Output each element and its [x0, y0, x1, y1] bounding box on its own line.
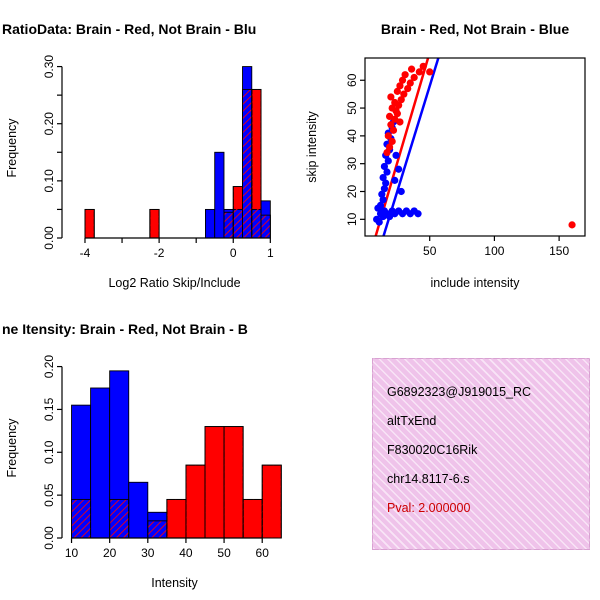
gene-intensity-histogram-chart: 10 20 30 40 50 60 0.00 0.05 0.10 0.15 0.20 ne Itens…	[2, 321, 282, 590]
svg-text:40: 40	[179, 546, 193, 560]
panel-gene-info: G6892323@J919015_RC altTxEnd F830020C16R…	[300, 300, 600, 600]
svg-text:0.15: 0.15	[42, 397, 56, 421]
svg-text:40: 40	[345, 129, 359, 143]
svg-text:20: 20	[103, 546, 117, 560]
svg-text:Brain - Red, Not Brain - Blue: Brain - Red, Not Brain - Blue	[381, 21, 569, 37]
svg-text:1: 1	[267, 246, 274, 260]
gene-symbol-text: F830020C16Rik	[387, 443, 478, 457]
svg-text:Frequency: Frequency	[5, 118, 19, 178]
svg-text:0.20: 0.20	[42, 355, 56, 379]
svg-text:50: 50	[217, 546, 231, 560]
svg-text:30: 30	[141, 546, 155, 560]
svg-text:100: 100	[484, 244, 504, 258]
panel-gene-intensity-histogram: 10 20 30 40 50 60 0.00 0.05 0.10 0.15 0.20 ne Itens…	[0, 300, 300, 600]
svg-text:50: 50	[423, 244, 437, 258]
intensity-scatter-chart: 50 100 150 10 20 30 40 50 60 Brain - Red, Not Bra…	[305, 21, 586, 290]
probe-id-text: G6892323@J919015_RC	[387, 385, 532, 399]
svg-text:150: 150	[549, 244, 569, 258]
svg-text:20: 20	[345, 185, 359, 199]
svg-text:Intensity: Intensity	[151, 576, 198, 590]
event-type-text: altTxEnd	[387, 414, 437, 428]
chromosome-location-text: chr14.8117-6.s	[387, 472, 470, 486]
svg-text:include intensity: include intensity	[431, 276, 521, 290]
svg-text:0.00: 0.00	[42, 526, 56, 550]
svg-text:60: 60	[256, 546, 270, 560]
svg-text:30: 30	[345, 157, 359, 171]
svg-text:-2: -2	[154, 246, 165, 260]
svg-text:60: 60	[345, 73, 359, 87]
gene-info-box: G6892323@J919015_RC altTxEnd F830020C16R…	[372, 358, 590, 550]
svg-text:0.30: 0.30	[42, 55, 56, 79]
svg-text:0.00: 0.00	[42, 226, 56, 250]
svg-text:skip intensity: skip intensity	[305, 110, 319, 182]
panel-intensity-scatter: 50 100 150 10 20 30 40 50 60 Brain - Red, Not Bra…	[300, 0, 600, 300]
panel-ratio-histogram: -4 -2 0 1 0.00 0.10 0.20 0.30 RatioData: Brain -…	[0, 0, 300, 300]
svg-text:0: 0	[230, 246, 237, 260]
svg-text:RatioData: Brain - Red, Not Br: RatioData: Brain - Red, Not Brain - Blu	[2, 21, 256, 37]
svg-text:0.20: 0.20	[42, 112, 56, 136]
svg-text:0.05: 0.05	[42, 483, 56, 507]
svg-text:ne Itensity: Brain - Red, Not: ne Itensity: Brain - Red, Not Brain - B	[2, 321, 248, 337]
svg-text:50: 50	[345, 101, 359, 115]
ratio-histogram-chart: -4 -2 0 1 0.00 0.10 0.20 0.30 RatioData: Brain -…	[2, 21, 274, 290]
pval-text: Pval: 2.000000	[387, 501, 471, 515]
svg-text:0.10: 0.10	[42, 440, 56, 464]
svg-text:-4: -4	[80, 246, 91, 260]
svg-text:Frequency: Frequency	[5, 418, 19, 478]
svg-text:10: 10	[65, 546, 79, 560]
svg-text:Log2 Ratio Skip/Include: Log2 Ratio Skip/Include	[108, 276, 240, 290]
svg-text:10: 10	[345, 212, 359, 226]
svg-text:0.10: 0.10	[42, 169, 56, 193]
